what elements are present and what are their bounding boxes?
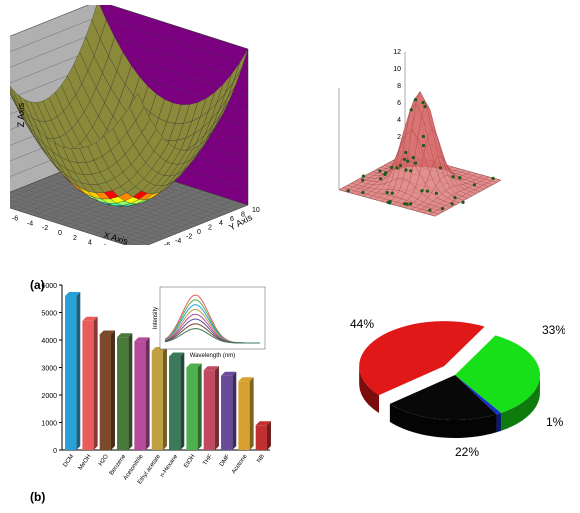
svg-text:-6: -6 (164, 242, 170, 245)
svg-text:-4: -4 (27, 220, 33, 227)
surface-plot-paraboloid: 020406080100120140160180200-10-8-6-4-202… (10, 5, 280, 245)
bar (82, 321, 93, 450)
svg-text:2000: 2000 (41, 393, 57, 400)
svg-text:Acetone: Acetone (231, 453, 249, 475)
pie-label: 1% (546, 415, 564, 429)
svg-text:Intensity: Intensity (153, 307, 159, 329)
svg-text:Benzene: Benzene (109, 453, 128, 476)
pie-label: 44% (350, 317, 374, 331)
svg-text:4: 4 (88, 240, 92, 245)
bar (238, 381, 249, 450)
svg-text:THF: THF (202, 453, 214, 466)
axis-label: Z Axis (16, 102, 26, 127)
svg-text:4: 4 (397, 117, 401, 124)
bar (134, 341, 145, 450)
bar (221, 376, 232, 450)
surface2-svg: 024681012 (310, 25, 560, 220)
svg-text:12: 12 (393, 49, 401, 56)
bar (256, 425, 267, 450)
svg-text:n-Hexane: n-Hexane (159, 453, 179, 478)
bar (152, 351, 163, 450)
svg-text:8: 8 (397, 83, 401, 90)
pie-label: 22% (455, 445, 479, 459)
bar (100, 335, 111, 451)
svg-text:2: 2 (397, 134, 401, 141)
svg-text:MeOH: MeOH (78, 454, 93, 472)
bar (65, 296, 76, 450)
svg-text:DMF: DMF (219, 453, 232, 467)
svg-text:Wavelength (nm): Wavelength (nm) (190, 353, 235, 359)
svg-text:-2: -2 (42, 225, 48, 232)
svg-text:2: 2 (73, 235, 77, 242)
svg-text:EtOH: EtOH (183, 454, 196, 469)
svg-text:6000: 6000 (41, 283, 57, 290)
bar (186, 368, 197, 451)
piechart-svg: 44% 33% 1% 22% (325, 280, 565, 480)
barchart-svg: (a)0100020003000400050006000DCMMeOHH2OBe… (20, 275, 280, 505)
surface1-svg: 020406080100120140160180200-10-8-6-4-202… (10, 5, 280, 245)
svg-text:6: 6 (103, 244, 107, 245)
bar (117, 337, 128, 450)
pie-label: 33% (542, 323, 565, 337)
panel-label-b: (b) (30, 490, 45, 504)
svg-text:1000: 1000 (41, 421, 57, 428)
surface-plot-gaussian: 024681012 (310, 25, 560, 220)
svg-text:0: 0 (53, 448, 57, 455)
svg-text:H2O: H2O (98, 453, 110, 467)
pie-chart-panel: 44% 33% 1% 22% (325, 280, 565, 480)
svg-text:-4: -4 (175, 238, 181, 245)
svg-text:4: 4 (219, 220, 223, 227)
svg-text:0: 0 (58, 230, 62, 237)
svg-text:5000: 5000 (41, 311, 57, 318)
svg-text:10: 10 (393, 66, 401, 73)
svg-text:3000: 3000 (41, 366, 57, 373)
bar (204, 370, 215, 450)
svg-text:-6: -6 (12, 216, 18, 223)
svg-text:NB: NB (256, 454, 266, 464)
svg-text:4000: 4000 (41, 338, 57, 345)
svg-text:10: 10 (252, 207, 260, 214)
svg-text:2: 2 (208, 225, 212, 232)
svg-text:6: 6 (397, 100, 401, 107)
bar (169, 357, 180, 451)
bar-chart-panel: (a)0100020003000400050006000DCMMeOHH2OBe… (20, 275, 280, 505)
svg-text:0: 0 (197, 229, 201, 236)
svg-text:-2: -2 (186, 233, 192, 240)
svg-text:DCM: DCM (63, 454, 76, 469)
